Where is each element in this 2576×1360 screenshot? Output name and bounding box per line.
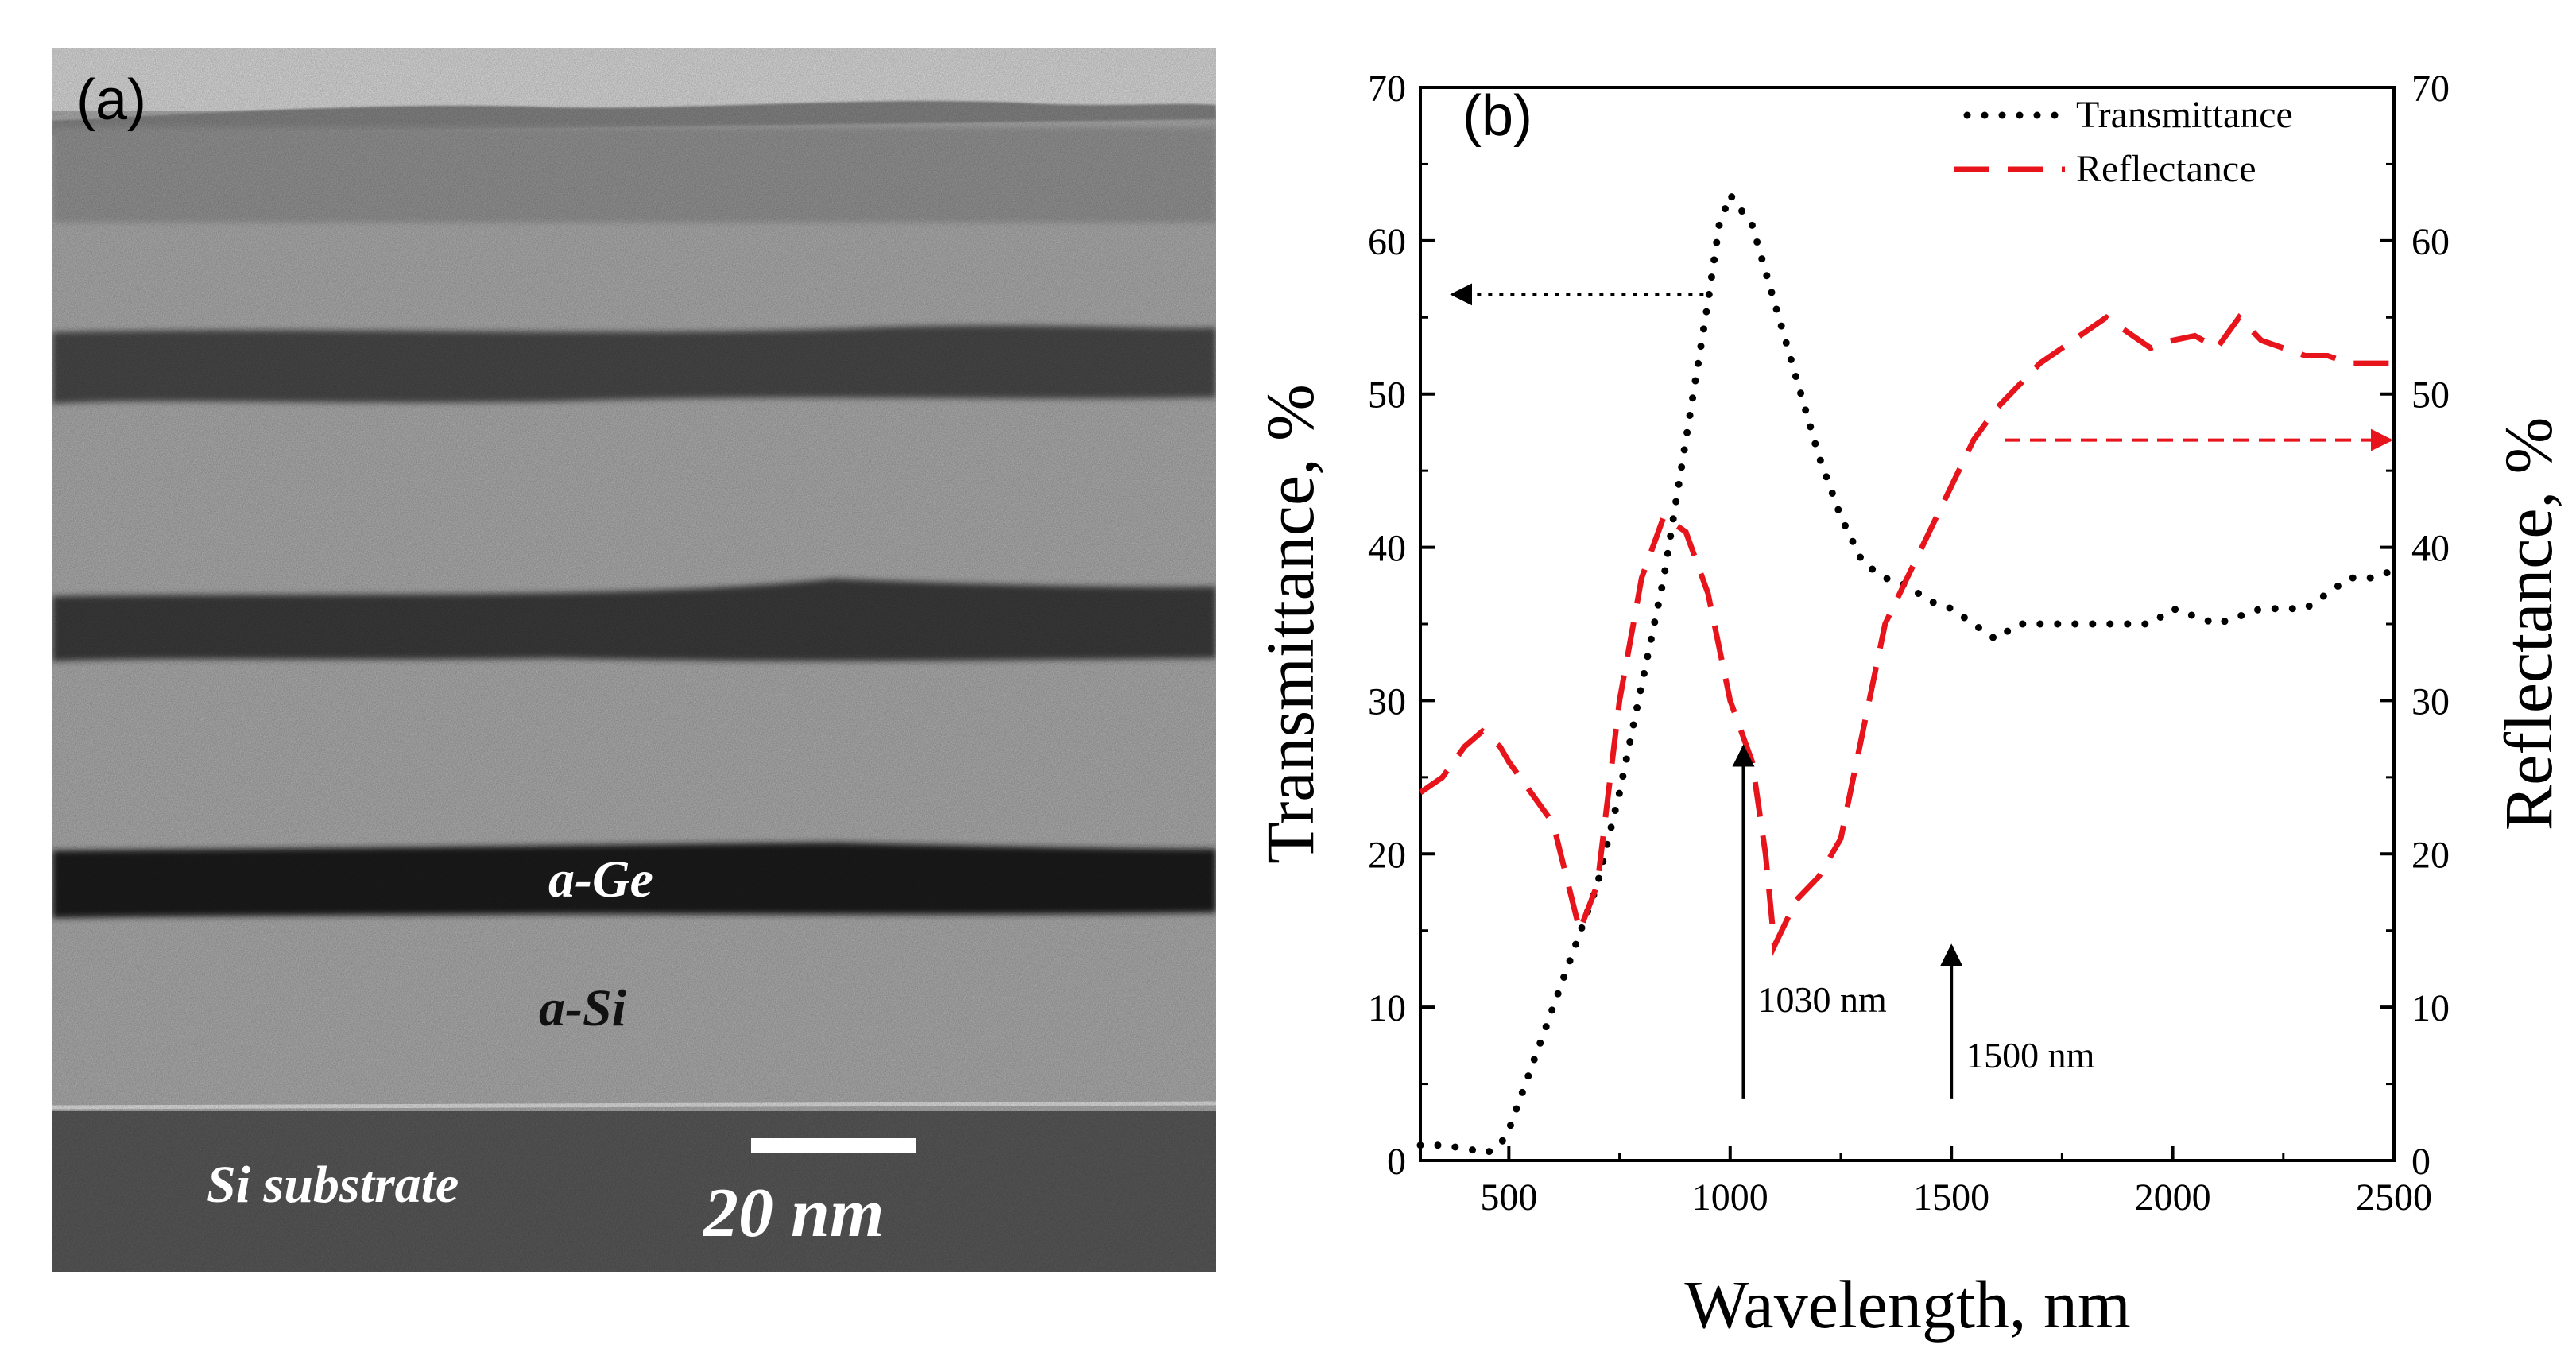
scale-bar <box>751 1138 916 1153</box>
series-transmittance-line <box>1416 187 2398 1157</box>
series-reflectance-line <box>1419 312 2394 956</box>
legend-reflectance-label: Reflectance <box>2076 148 2256 190</box>
series-layer <box>1416 187 2398 1157</box>
y-left-tick-label-70: 70 <box>1368 68 1406 110</box>
x-tick-label-1500: 1500 <box>1913 1176 1989 1219</box>
panel-b-label: (b) <box>1462 84 1532 148</box>
y-axis-right: 0 10 20 30 40 50 60 70 <box>2380 68 2450 1183</box>
annotation-label-1500: 1500 nm <box>1966 1035 2095 1075</box>
y-right-tick-label-60: 60 <box>2411 221 2450 263</box>
panel-a-micrograph: (a) a-Ge a-Si Si substrate 20 nm <box>52 48 1216 1272</box>
y-left-tick-label-0: 0 <box>1387 1141 1406 1183</box>
y-right-tick-label-40: 40 <box>2411 528 2450 570</box>
y-left-tick-label-10: 10 <box>1368 987 1406 1029</box>
legend: Transmittance Reflectance <box>1954 94 2293 190</box>
y-right-tick-label-50: 50 <box>2411 374 2450 417</box>
panel-b-chart: 500 1000 1500 2000 2500 0 10 20 30 40 50 60 70 0 10 2… <box>1252 68 2566 1343</box>
y-left-tick-label-20: 20 <box>1368 834 1406 876</box>
legend-transmittance-label: Transmittance <box>2076 94 2293 136</box>
y-axis-left-title: Transmittance, % <box>1252 384 1328 864</box>
y-right-tick-label-30: 30 <box>2411 680 2450 723</box>
annotation-layer: 1030 nm 1500 nm <box>1450 283 2393 1099</box>
x-tick-label-2000: 2000 <box>2135 1176 2211 1219</box>
y-left-tick-label-30: 30 <box>1368 680 1406 723</box>
layer-label-si: a-Si <box>539 979 627 1037</box>
plot-frame <box>1419 86 2396 1162</box>
x-tick-label-500: 500 <box>1480 1176 1537 1219</box>
x-axis-title: Wavelength, nm <box>1684 1266 2130 1343</box>
y-axis-right-title: Reflectance, % <box>2490 417 2566 831</box>
y-left-tick-label-40: 40 <box>1368 528 1406 570</box>
x-tick-label-1000: 1000 <box>1692 1176 1768 1219</box>
y-axis-left: 0 10 20 30 40 50 60 70 <box>1368 68 1435 1183</box>
layer-label-ge: a-Ge <box>548 850 653 909</box>
y-right-tick-label-10: 10 <box>2411 987 2450 1029</box>
panel-a-label: (a) <box>76 68 146 132</box>
substrate-label: Si substrate <box>207 1156 459 1214</box>
tem-grain <box>52 48 1216 1272</box>
scale-bar-label: 20 nm <box>702 1175 884 1252</box>
y-left-tick-label-60: 60 <box>1368 221 1406 263</box>
y-right-tick-label-0: 0 <box>2411 1141 2431 1183</box>
y-right-tick-label-70: 70 <box>2411 68 2450 110</box>
y-right-tick-label-20: 20 <box>2411 834 2450 876</box>
x-tick-label-2500: 2500 <box>2356 1176 2432 1219</box>
x-axis: 500 1000 1500 2000 2500 <box>1480 1146 2432 1219</box>
annotation-label-1030: 1030 nm <box>1757 979 1887 1020</box>
y-left-tick-label-50: 50 <box>1368 374 1406 417</box>
